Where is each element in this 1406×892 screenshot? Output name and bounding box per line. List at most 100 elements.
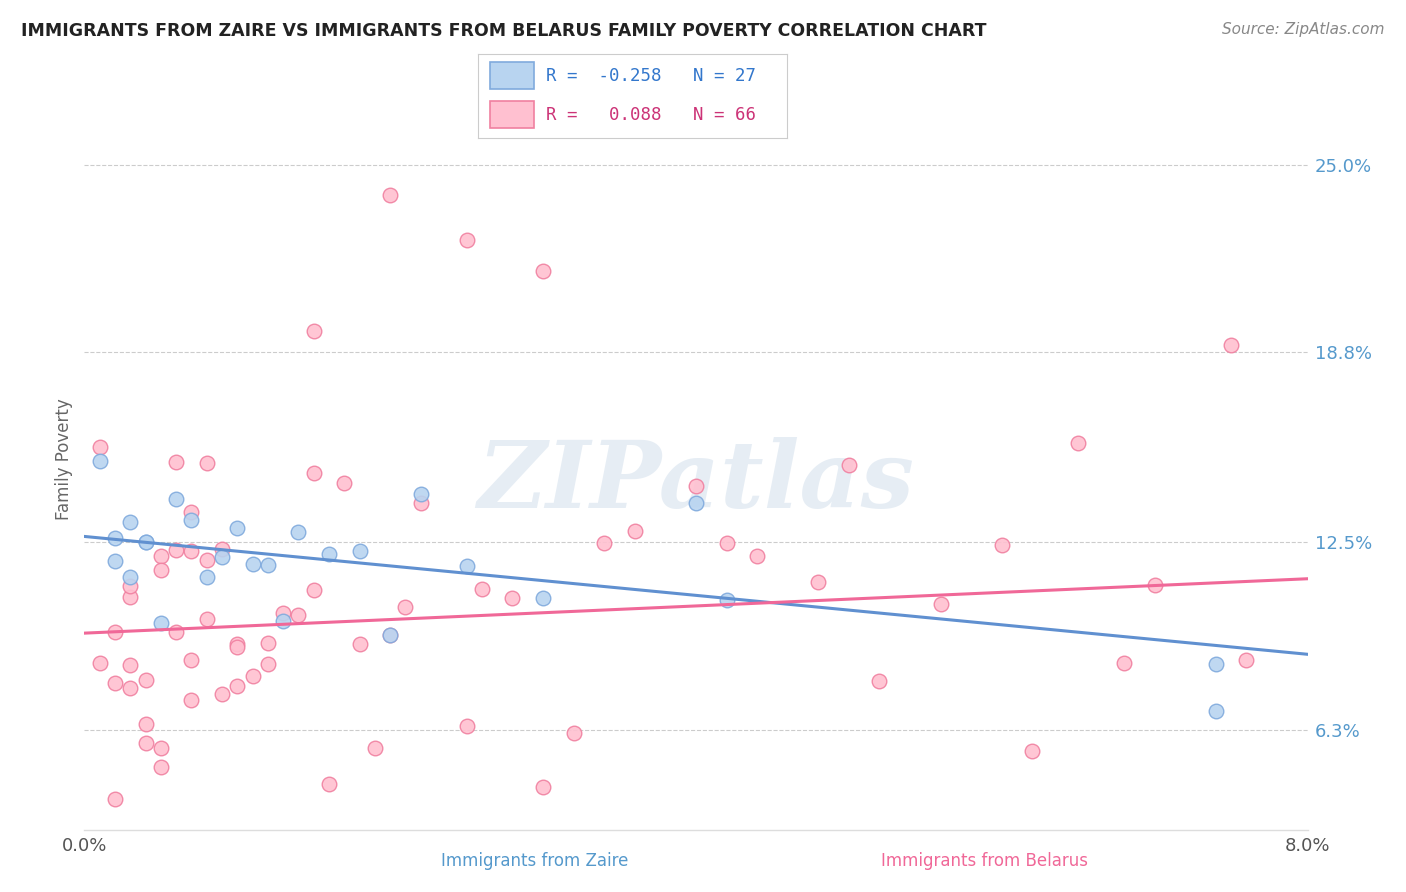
Point [1021,744,1043,758]
Point [135,535,157,549]
Text: Immigrants from Belarus: Immigrants from Belarus [880,852,1088,870]
Point [807,574,830,589]
Point [211,541,233,556]
Text: IMMIGRANTS FROM ZAIRE VS IMMIGRANTS FROM BELARUS FAMILY POVERTY CORRELATION CHAR: IMMIGRANTS FROM ZAIRE VS IMMIGRANTS FROM… [21,22,987,40]
Point [120,657,142,672]
Point [531,591,554,606]
Point [180,544,202,558]
Point [869,673,891,688]
Point [929,597,952,611]
Point [135,673,157,688]
Point [1143,578,1166,592]
Point [318,777,340,791]
Point [409,487,432,501]
Point [302,324,325,338]
Point [149,760,172,774]
Point [180,693,202,707]
Point [180,505,202,519]
Point [195,569,218,583]
Point [1114,656,1136,670]
Point [120,516,142,530]
Point [135,736,157,750]
Point [456,559,478,574]
Point [104,625,127,640]
Point [349,637,371,651]
Point [226,640,249,654]
Point [685,479,707,493]
Point [333,475,356,490]
Point [593,535,616,549]
Bar [491,62,534,89]
Point [318,548,340,562]
Point [531,263,554,277]
Point [149,549,172,564]
Point [226,679,249,693]
Point [180,653,202,667]
Point [195,456,218,470]
Point [149,616,172,631]
Point [211,687,233,701]
Point [838,458,860,473]
Point [349,543,371,558]
Bar [491,101,534,128]
Point [1236,653,1258,667]
Text: Source: ZipAtlas.com: Source: ZipAtlas.com [1222,22,1385,37]
Point [211,550,233,565]
Point [165,455,187,469]
Point [1205,704,1227,718]
Point [471,582,494,597]
Point [624,524,647,538]
Y-axis label: Family Poverty: Family Poverty [55,399,73,520]
Point [135,716,157,731]
Point [195,612,218,626]
Point [120,579,142,593]
Point [380,628,402,642]
Point [271,615,294,629]
Point [104,531,127,545]
Point [302,466,325,480]
Point [380,628,402,642]
Point [502,591,524,606]
Point [149,563,172,577]
Point [257,558,280,573]
Point [1205,657,1227,671]
Point [104,792,127,806]
Text: Immigrants from Zaire: Immigrants from Zaire [440,852,628,870]
Text: R =  -0.258   N = 27: R = -0.258 N = 27 [546,67,756,85]
Point [456,233,478,247]
Point [89,454,111,468]
Point [531,780,554,795]
Point [287,608,309,623]
Point [165,543,187,558]
Point [1220,338,1243,352]
Point [409,496,432,510]
Point [685,496,707,510]
Point [242,558,264,572]
Point [1067,435,1090,450]
Point [89,656,111,670]
Point [302,582,325,597]
Point [271,607,294,621]
Point [165,492,187,507]
Point [104,553,127,567]
Text: R =   0.088   N = 66: R = 0.088 N = 66 [546,105,756,123]
Point [120,591,142,605]
Point [456,718,478,732]
Point [257,636,280,650]
Point [380,188,402,202]
Point [364,741,387,756]
Point [180,512,202,526]
Point [287,524,309,539]
Point [562,726,585,740]
Point [149,740,172,755]
Point [716,536,738,550]
Text: ZIPatlas: ZIPatlas [478,436,914,526]
Point [120,569,142,583]
Point [135,535,157,549]
Point [991,538,1014,552]
Point [242,669,264,683]
Point [747,549,769,564]
Point [226,637,249,651]
Point [394,599,416,614]
Point [104,675,127,690]
